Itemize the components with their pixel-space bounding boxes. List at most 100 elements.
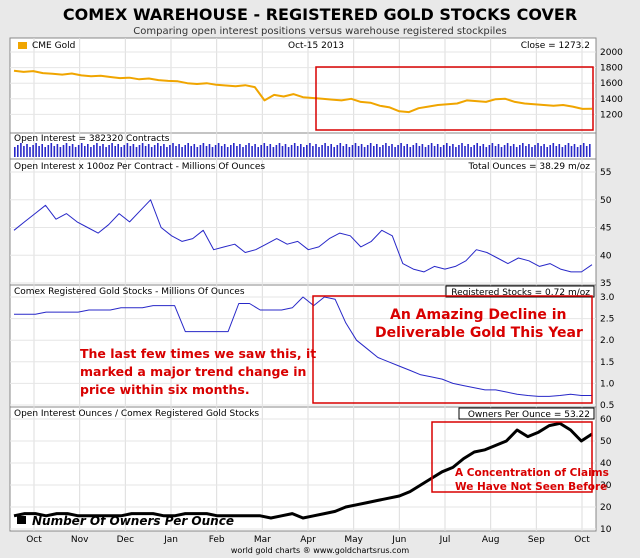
oi-bar <box>442 145 445 157</box>
oi-bar <box>336 145 339 157</box>
oi-bar <box>306 145 308 157</box>
oi-bar <box>272 147 275 157</box>
oi-bar <box>449 146 451 157</box>
oi-bar <box>376 144 378 157</box>
oi-bar <box>199 145 202 157</box>
oi-bar <box>293 143 296 157</box>
oi-bar <box>208 144 211 157</box>
oi-bar <box>242 147 244 157</box>
oi-bar <box>114 146 116 157</box>
x-tick-label: Dec <box>117 535 134 545</box>
oi-bar <box>403 146 405 157</box>
oi-bar <box>531 147 533 157</box>
oi-bar <box>32 145 34 157</box>
oi-bar <box>321 145 323 157</box>
oi-bar <box>147 144 150 157</box>
oi-bar <box>181 147 183 157</box>
oi-bar <box>35 143 37 157</box>
gridlines <box>10 38 596 531</box>
oi-bar <box>567 143 570 157</box>
oi-bar <box>93 145 95 157</box>
oi-bar <box>214 145 217 157</box>
oi-bar <box>300 144 302 157</box>
oi-bar <box>330 144 332 157</box>
oi-bar <box>345 144 348 157</box>
oi-bar <box>50 143 53 157</box>
owners-legend-swatch <box>17 516 26 524</box>
oi-bar <box>439 147 442 157</box>
oi-bar <box>26 144 28 157</box>
y-tick-label: 1200 <box>600 110 623 120</box>
x-tick-label: Aug <box>482 535 500 545</box>
oi-bar <box>223 144 226 157</box>
oi-bar <box>552 143 555 157</box>
y-tick-label: 0.5 <box>600 401 614 411</box>
oi-bar <box>473 145 475 157</box>
oi-bar <box>470 147 472 157</box>
oi-bar <box>312 146 314 157</box>
oi-bar <box>220 146 223 157</box>
y-tick-label: 1.0 <box>600 379 615 389</box>
oi-bar <box>84 146 86 157</box>
oi-bar <box>351 145 354 157</box>
y-tick-label: 45 <box>600 224 611 234</box>
footer-credit: world gold charts ® www.goldchartsrus.co… <box>231 546 409 555</box>
oi-bar <box>53 146 56 157</box>
oi-bar <box>585 146 588 157</box>
oi-bar <box>324 143 326 157</box>
oi-bar <box>157 143 159 157</box>
oi-bar <box>497 144 500 157</box>
oi-bar <box>150 147 153 157</box>
oi-bar <box>245 145 247 157</box>
oi-bar <box>169 145 171 157</box>
gold-legend-label: CME Gold <box>32 41 75 51</box>
axes: Oct Nov Dec Jan Feb Mar Apr May Jun Jul Aug Sep Oct 1… <box>26 48 623 545</box>
gold-highlight-box <box>315 66 594 131</box>
x-tick-label: Jan <box>163 535 178 545</box>
oi-bar <box>579 145 582 157</box>
x-tick-label: Oct <box>26 535 42 545</box>
oi-bar <box>494 146 497 157</box>
oi-bar <box>44 147 46 157</box>
oi-bar <box>163 144 165 157</box>
oi-bar <box>379 147 381 157</box>
oi-bar <box>369 143 372 157</box>
y-tick-label: 40 <box>600 251 612 261</box>
y-tick-label: 1800 <box>600 64 623 74</box>
oi-bar <box>522 143 524 157</box>
oi-bar <box>59 147 62 157</box>
oi-bar <box>56 144 59 157</box>
oi-bar <box>406 144 408 157</box>
y-tick-label: 2000 <box>600 48 623 58</box>
oi-bar <box>464 146 466 157</box>
y-tick-label: 3.0 <box>600 293 615 303</box>
panel-owners <box>9 406 597 532</box>
annotation-last-times: The last few times we saw this, it marke… <box>80 346 321 397</box>
oi-bar <box>382 145 384 157</box>
x-tick-label: May <box>344 535 363 545</box>
oi-bar <box>546 147 548 157</box>
series-layer <box>13 69 593 520</box>
oi-bar <box>153 145 156 157</box>
gold-legend-swatch <box>18 42 27 49</box>
oi-bar <box>257 147 259 157</box>
oi-bar <box>135 147 138 157</box>
owners-legend-label: Number Of Owners Per Ounce <box>32 514 234 528</box>
annotation-decline: An Amazing Decline in Deliverable Gold T… <box>375 307 583 341</box>
series-line-stocks <box>14 296 592 397</box>
oi-bar <box>99 146 101 157</box>
oi-bar <box>126 143 129 157</box>
oi-bar <box>479 146 481 157</box>
chart-title: COMEX WAREHOUSE - REGISTERED GOLD STOCKS… <box>63 5 577 24</box>
oi-bar <box>342 146 345 157</box>
oi-bar <box>476 143 478 157</box>
oi-bar <box>14 147 16 157</box>
oi-bar <box>205 146 208 157</box>
oi-bar <box>339 143 342 157</box>
oi-bar <box>141 143 144 157</box>
oi-bar <box>452 144 454 157</box>
oi-bar <box>385 143 387 157</box>
oi-bar <box>284 144 287 157</box>
oi-bar <box>105 147 107 157</box>
panel-stocks <box>9 284 597 408</box>
